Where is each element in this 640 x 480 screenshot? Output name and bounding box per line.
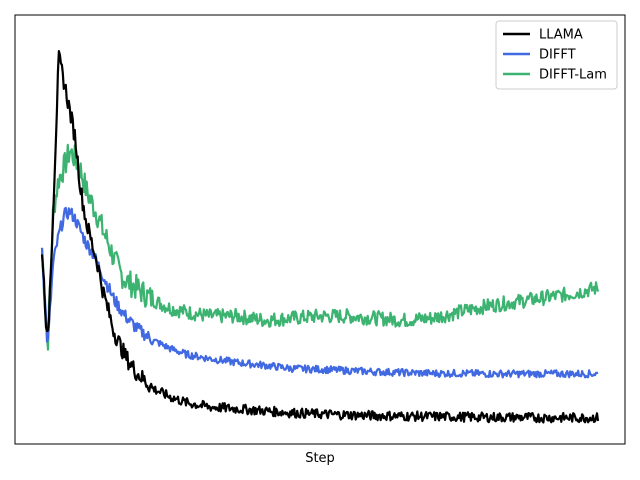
series-line-difft-lam <box>40 143 600 351</box>
legend-box <box>495 20 618 90</box>
legend: LLAMA DIFFT DIFFT-Lam <box>495 20 618 90</box>
series-line-llama <box>40 50 600 424</box>
series-line-difft <box>40 206 599 379</box>
legend-label: DIFFT <box>539 48 576 63</box>
legend-label: LLAMA <box>539 28 583 43</box>
legend-label: DIFFT-Lam <box>539 68 607 83</box>
x-axis-label: Step <box>305 451 335 466</box>
series-layer <box>40 50 600 424</box>
